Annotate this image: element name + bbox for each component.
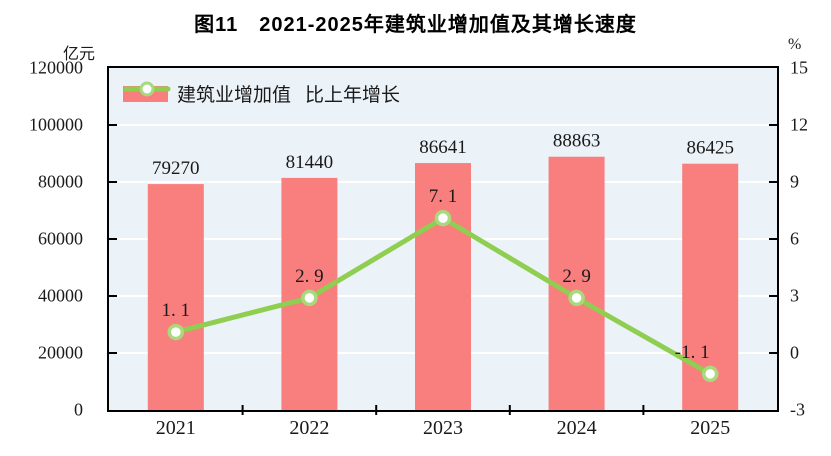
left-axis-tick-labels: 120000 100000 80000 60000 40000 20000 0 bbox=[0, 58, 95, 420]
legend: 建筑业增加值 比上年增长 bbox=[123, 80, 400, 107]
right-axis-unit: % bbox=[788, 36, 802, 53]
line-value-label-2024: 2. 9 bbox=[562, 266, 591, 287]
line-marker-2021 bbox=[167, 323, 185, 341]
left-tick-label-80000: 80000 bbox=[38, 171, 83, 192]
bar-2021 bbox=[147, 184, 204, 410]
line-marker-2022 bbox=[301, 289, 318, 307]
line-marker-2025 bbox=[701, 365, 719, 383]
right-tick-label-6: 6 bbox=[790, 228, 799, 249]
right-tick-label-9: 9 bbox=[790, 171, 799, 192]
line-marker-2024 bbox=[568, 289, 585, 307]
line-value-label-2025: -1. 1 bbox=[675, 342, 710, 363]
line-marker-2023 bbox=[434, 209, 452, 227]
right-tick-label-3: 3 bbox=[790, 285, 799, 306]
chart-title: 图11 2021-2025年建筑业增加值及其增长速度 bbox=[194, 14, 637, 36]
x-tick-label-2023: 2023 bbox=[422, 417, 463, 439]
line-value-label-2021: 1. 1 bbox=[162, 300, 191, 321]
x-axis-tick-labels: 2021 2022 2023 2024 2025 bbox=[109, 417, 777, 445]
right-axis-tick-labels: 15 12 9 6 3 0 -3 bbox=[787, 58, 831, 420]
legend-bar-label: 建筑业增加值 bbox=[177, 85, 292, 106]
x-tick-label-2025: 2025 bbox=[690, 417, 731, 439]
chart-canvas: 79270 81440 86641 88863 86425 1. 1 2. 9 7. 1 2. … bbox=[107, 124, 779, 415]
bar-value-label-2022: 81440 bbox=[286, 152, 334, 173]
left-tick-label-0: 0 bbox=[74, 399, 83, 420]
left-tick-label-120000: 120000 bbox=[29, 57, 83, 78]
left-tick-label-20000: 20000 bbox=[38, 342, 83, 363]
x-tick-label-2021: 2021 bbox=[155, 417, 196, 439]
left-tick-label-100000: 100000 bbox=[29, 114, 83, 135]
line-value-label-2022: 2. 9 bbox=[295, 266, 324, 287]
left-tick-label-40000: 40000 bbox=[38, 285, 83, 306]
left-tick-label-60000: 60000 bbox=[38, 228, 83, 249]
line-value-label-2023: 7. 1 bbox=[429, 186, 458, 207]
legend-line-label: 比上年增长 bbox=[305, 85, 401, 106]
bar-2023 bbox=[415, 163, 471, 410]
bar-value-label-2023: 86641 bbox=[419, 137, 467, 158]
bar-2024 bbox=[548, 156, 605, 410]
x-tick-label-2022: 2022 bbox=[289, 417, 330, 439]
plot-area: 79270 81440 86641 88863 86425 1. 1 2. 9 7. 1 2. … bbox=[107, 66, 779, 415]
right-tick-label-0: 0 bbox=[790, 342, 799, 363]
right-tick-label-15: 15 bbox=[790, 57, 808, 78]
bar-value-label-2024: 88863 bbox=[553, 131, 601, 152]
bar-value-label-2021: 79270 bbox=[152, 158, 200, 179]
legend-line-marker bbox=[139, 81, 155, 97]
left-axis-unit: 亿元 bbox=[62, 46, 95, 63]
right-tick-label-12: 12 bbox=[790, 114, 808, 135]
right-tick-label--3: -3 bbox=[790, 399, 805, 420]
x-tick-label-2024: 2024 bbox=[556, 417, 597, 439]
bar-value-label-2025: 86425 bbox=[686, 138, 734, 159]
legend-line-icon bbox=[123, 81, 171, 97]
